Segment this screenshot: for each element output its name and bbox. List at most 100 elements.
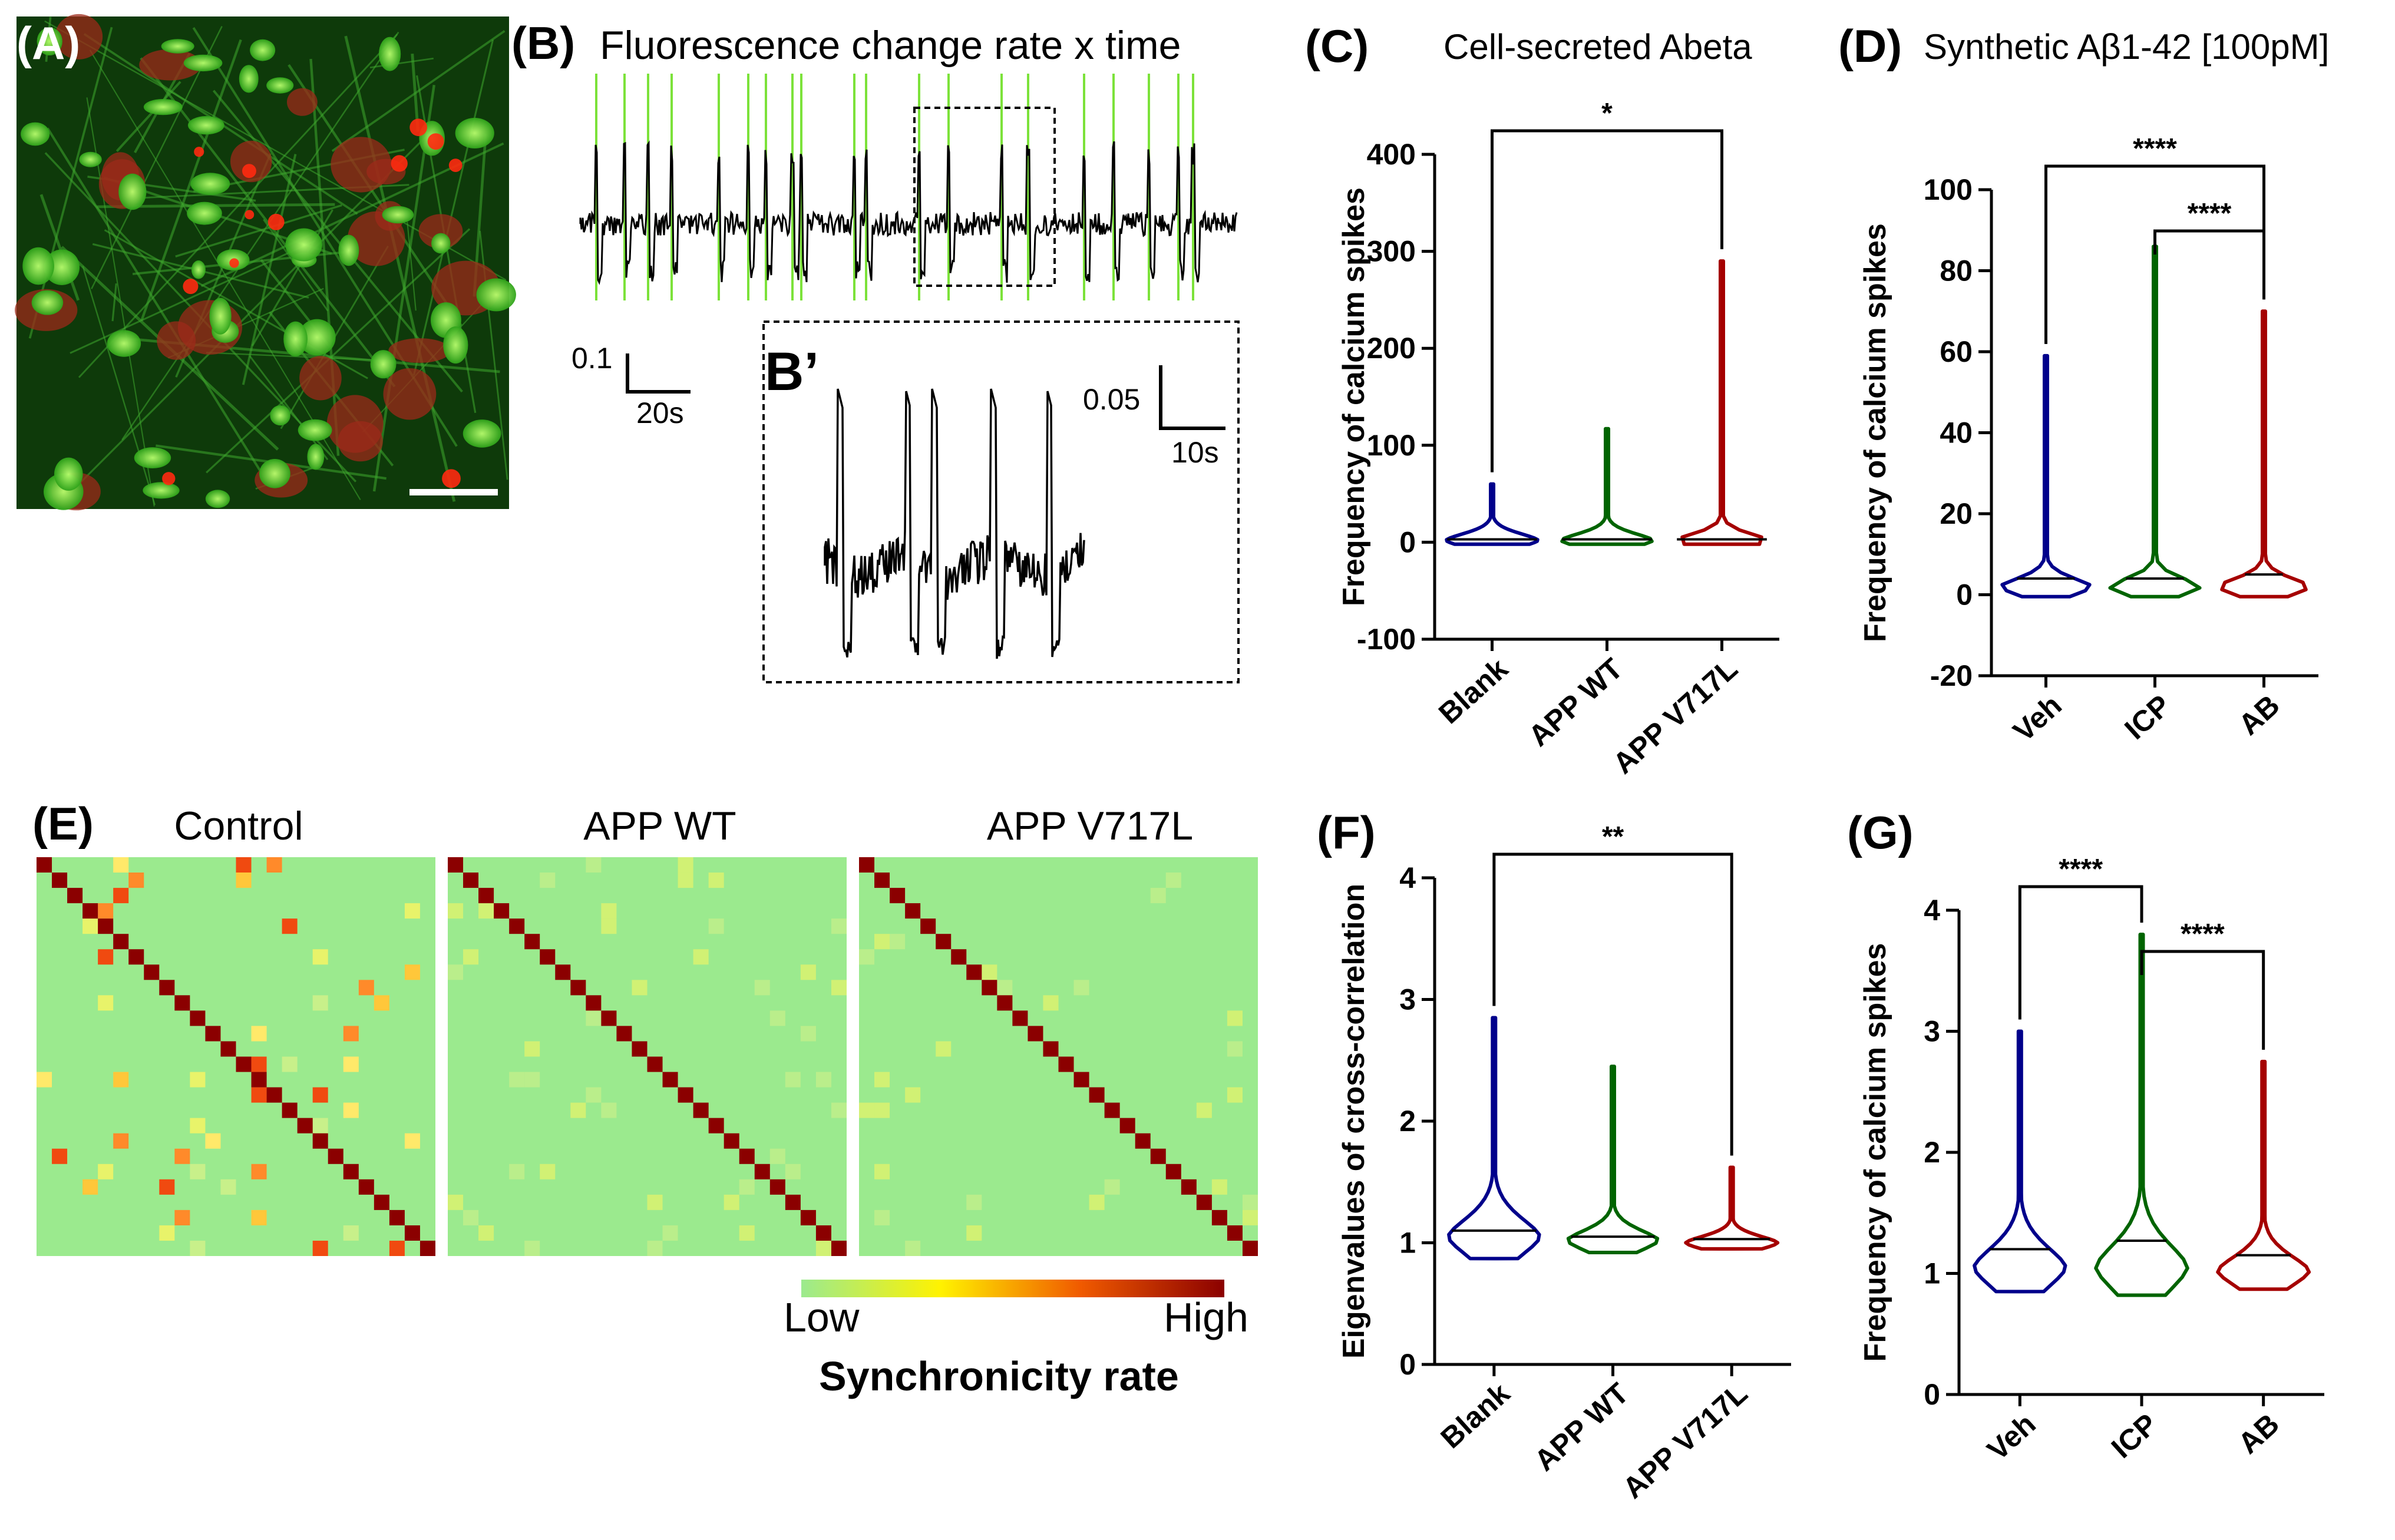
matrix-cell [739,1179,755,1195]
matrix-cell [448,903,464,919]
red-cell [338,421,383,462]
y-tick-label: 0 [1399,1348,1416,1381]
neurite [331,30,506,152]
green-cell [37,27,62,56]
significance-label: ** [1602,821,1624,852]
matrix-cell [1227,1087,1243,1103]
matrix-cell [936,1041,952,1057]
inset-letter: B’ [765,342,819,402]
y-tick-label: 60 [1940,335,1973,368]
diagonal-cell [1196,1194,1212,1210]
diagonal-cell [190,1010,206,1026]
diagonal-cell [1089,1087,1105,1103]
neurite [39,194,80,301]
matrix-cell [601,1102,617,1118]
matrix-control [37,857,435,1256]
significance-label: **** [2188,198,2232,229]
green-cell [22,247,54,285]
matrix-app-v717l [859,857,1258,1256]
red-cell [55,14,103,60]
matrix-cell [98,1164,114,1179]
matrix-cell [113,888,129,904]
diagonal-cell [815,1225,831,1241]
matrix-cell [1165,873,1181,888]
matrix-cell [463,949,479,965]
green-cell [161,39,194,54]
green-cell [143,482,180,499]
green-cell [107,330,141,357]
significance-bracket [2140,950,2265,1050]
matrix-cell [509,1072,525,1088]
matrix-cell [1104,1179,1120,1195]
diagonal-cell [540,949,556,965]
matrix-cell [874,934,890,950]
diagonal-cell [1181,1179,1197,1195]
diagonal-cell [159,980,175,996]
matrix-cell [174,1148,190,1164]
panel-b-letter: (B) [511,17,575,69]
matrix-cell [540,873,556,888]
green-cell [270,405,290,426]
diagonal-cell [555,964,571,980]
matrix-cell [1242,1194,1258,1210]
matrix-cell [190,1072,206,1088]
diagonal-cell [389,1209,405,1225]
green-cell [370,350,397,379]
y-tick-label: 1 [1399,1227,1416,1260]
matrix-cell [831,980,847,996]
diagonal-cell [282,1102,298,1118]
category-label: APP WT [1522,652,1629,753]
diagonal-cell [113,934,129,950]
diagonal-cell [52,873,68,888]
matrix-cell [389,1240,405,1256]
matrix-cell [905,1240,921,1256]
matrix-cell [52,1148,68,1164]
matrix-cell [570,1102,586,1118]
matrix-cell [647,1194,663,1210]
red-puncta [242,164,256,179]
diagonal-cell [951,949,967,965]
matrix-cell [800,1026,816,1042]
green-cell [443,326,468,364]
matrix-cell [586,1010,602,1026]
diagonal-cell [616,1026,632,1042]
y-tick-label: 20 [1940,497,1973,530]
chart-g: 0 1 2 3 4 Frequency of calcium spikes Veh ICP AB… [1858,854,2324,1467]
matrix-cell [693,949,709,965]
y-axis-label: Eigenvalues of cross-correlation [1337,884,1371,1359]
colorbar-title: Synchronicity rate [819,1353,1179,1399]
neurite [206,352,397,362]
matrix-cell [997,980,1013,996]
neurite [344,35,456,502]
red-cell [157,321,196,360]
matrix-cell [37,1072,52,1088]
violin-ab [2216,1059,2311,1291]
matrix-cell [1227,1041,1243,1057]
inset-box [762,320,1240,683]
green-cell [79,151,102,167]
neurite [251,209,333,346]
matrix-cell [159,1225,175,1241]
panel-e-letter: (E) [32,798,94,850]
green-cell [298,319,336,356]
y-axis-label: Frequency of calcium spikes [1858,943,1892,1362]
matrix-cell [785,1072,801,1088]
matrix-cell [724,1194,739,1210]
diagonal-cell [236,1056,252,1072]
red-puncta [391,155,408,172]
diagonal-cell [647,1056,663,1072]
scale-main-y: 0.1 [572,342,613,375]
matrix-cell [343,1225,359,1241]
matrix-cell [312,1087,328,1103]
category-label: AB [2232,1407,2285,1460]
significance-label: **** [2181,918,2225,950]
matrix-cell [678,857,693,873]
category-label: Veh [1981,1407,2042,1467]
diagonal-cell [374,1194,389,1210]
diagonal-cell [739,1148,755,1164]
diagonal-cell [297,1118,313,1133]
panel-a: (A) [15,14,516,511]
green-cell [143,98,183,115]
matrix-cell [874,1209,890,1225]
significance-label: **** [2133,133,2177,164]
